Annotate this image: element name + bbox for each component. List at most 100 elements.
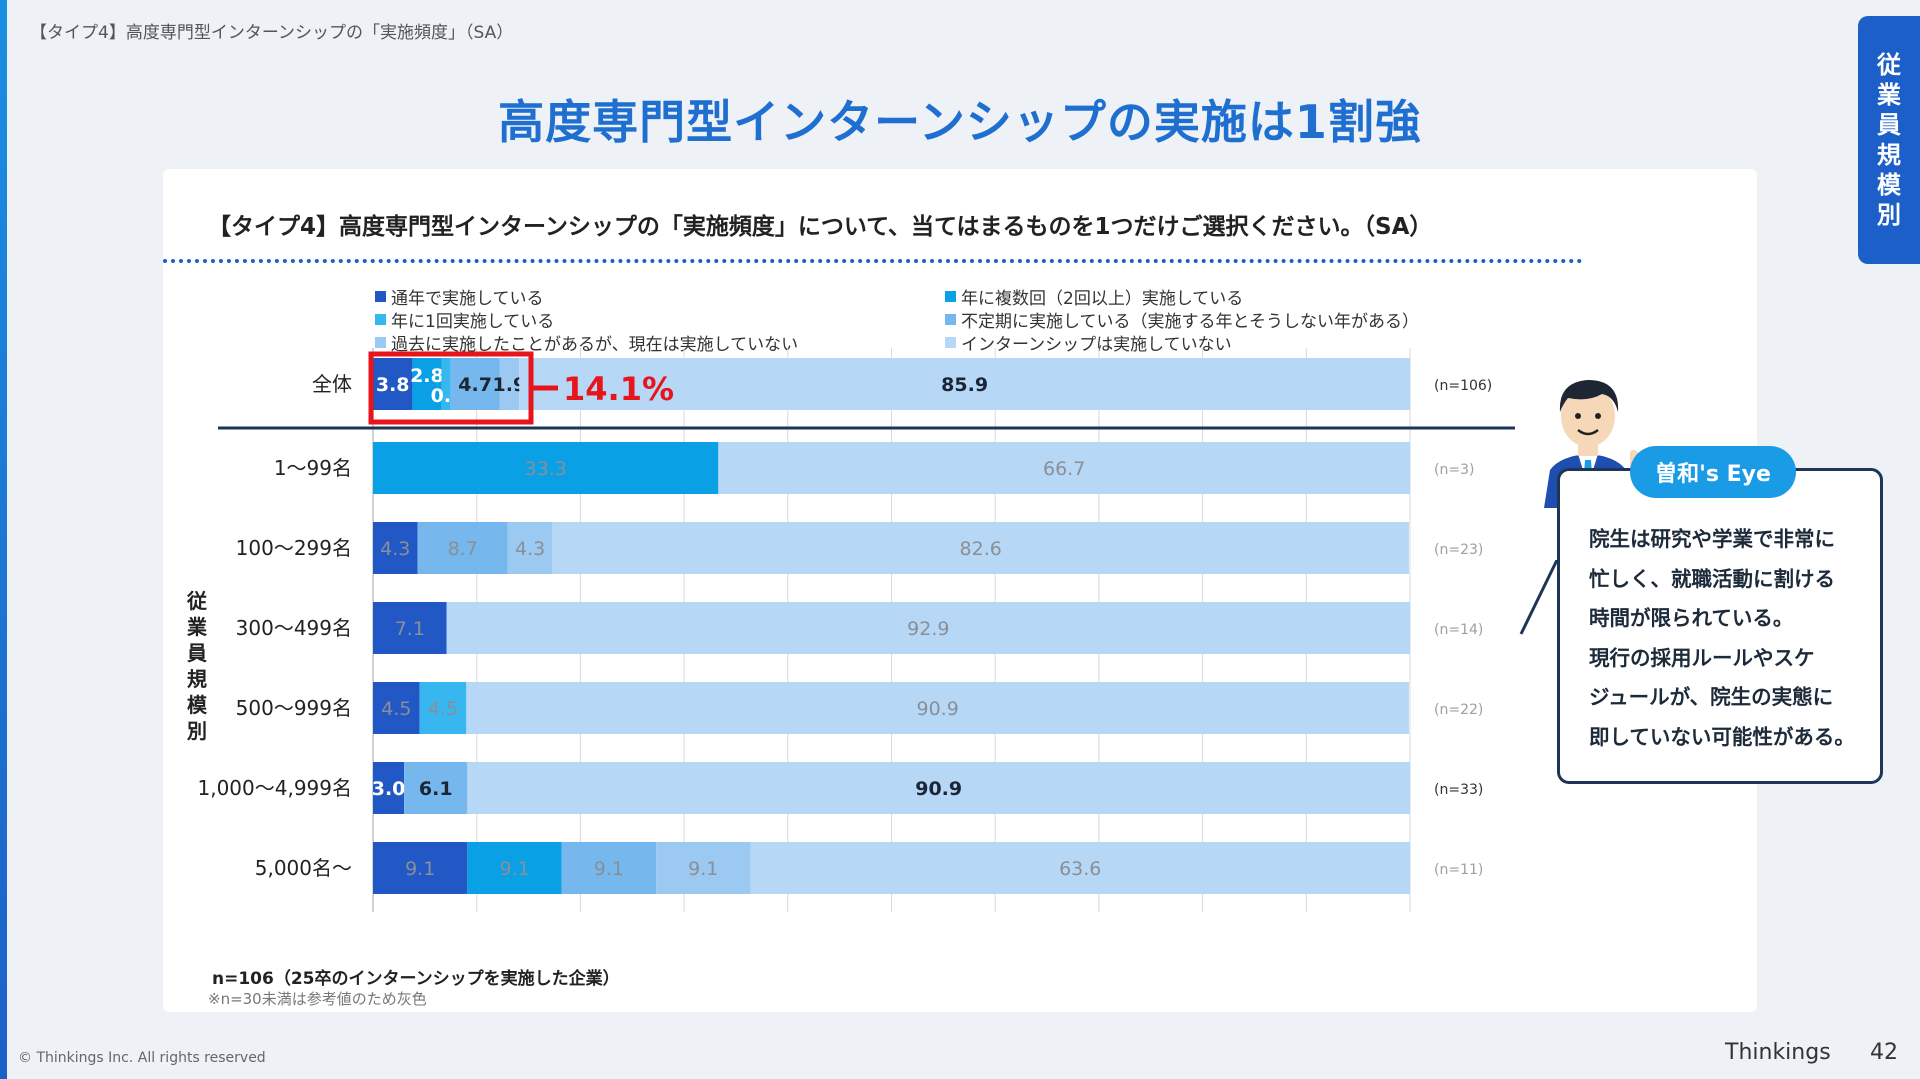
data-label: 2.8 — [410, 365, 444, 387]
category-label: 500～999名 — [236, 696, 352, 720]
data-label: 9.1 — [499, 858, 529, 880]
legend-swatch — [945, 337, 956, 348]
data-label: 7.1 — [395, 618, 425, 640]
bar-segment — [404, 762, 468, 814]
axis-group-label-char: 従 — [187, 589, 207, 613]
legend-label: 不定期に実施している（実施する年とそうしない年がある） — [961, 312, 1419, 332]
n-label: (n=22) — [1434, 702, 1483, 718]
bar-segment — [450, 358, 500, 410]
legend-swatch — [375, 314, 386, 325]
bar-segment — [718, 442, 1410, 494]
legend-label: 通年で実施している — [391, 289, 544, 309]
copyright: © Thinkings Inc. All rights reserved — [18, 1050, 266, 1066]
data-label: 4.5 — [428, 698, 458, 720]
callout-line: 現行の採用ルールやスケ — [1589, 645, 1815, 670]
bar-segment — [419, 682, 467, 734]
side-tab-char: 模 — [1877, 171, 1901, 199]
category-label: 5,000名～ — [255, 856, 352, 880]
category-label: 1～99名 — [274, 456, 352, 480]
gray-note: ※n=30未満は参考値のため灰色 — [208, 990, 427, 1008]
callout-text: 院生は研究や学業で非常に 忙しく、就職活動に割ける 時間が限られている。 現行の… — [1589, 520, 1889, 757]
n-label: (n=33) — [1434, 782, 1483, 798]
callout-line: 院生は研究や学業で非常に — [1589, 527, 1835, 551]
legend-item: 過去に実施したことがあるが、現在は実施していない — [375, 330, 798, 355]
page-title: 高度専門型インターンシップの実施は1割強 — [498, 95, 1422, 149]
legend-label: 年に1回実施している — [391, 312, 555, 332]
bar-segment — [373, 602, 447, 654]
bar-segment — [750, 842, 1410, 894]
callout-box — [1557, 468, 1883, 784]
data-label: 63.6 — [1059, 858, 1101, 880]
bar-segment — [552, 522, 1409, 574]
legend-swatch — [945, 314, 956, 325]
data-label: 33.3 — [525, 458, 567, 480]
n-label: (n=23) — [1434, 542, 1483, 558]
data-label: 8.7 — [448, 538, 478, 560]
legend-label: 過去に実施したことがあるが、現在は実施していない — [391, 335, 799, 355]
legend-swatch — [375, 337, 386, 348]
data-label: 82.6 — [960, 538, 1002, 560]
data-label: 90.9 — [915, 778, 962, 800]
bar-segment — [441, 358, 451, 410]
callout-line: ジュールが、院生の実態に — [1589, 685, 1834, 709]
data-label: 92.9 — [907, 618, 949, 640]
data-label: 4.3 — [380, 538, 410, 560]
axis-group-label-char: 規 — [187, 667, 207, 691]
legend-item: 年に複数回（2回以上）実施している — [945, 284, 1243, 309]
data-label: 1.9 — [493, 374, 527, 396]
left-accent-bar — [0, 0, 7, 1079]
data-label: 3.0 — [372, 778, 406, 800]
axis-group-label: 従 業 員 規 模 別 — [183, 588, 211, 744]
legend-item: インターンシップは実施していない — [945, 330, 1232, 355]
bar-segment — [373, 762, 405, 814]
data-label: 9.1 — [405, 858, 435, 880]
callout-tag: 曽和's Eye — [1630, 446, 1796, 498]
bar-segment — [656, 842, 751, 894]
bar-segment — [467, 762, 1410, 814]
side-tab-char: 業 — [1877, 81, 1901, 109]
bar-segment — [373, 682, 420, 734]
category-label: 100～299名 — [236, 536, 352, 560]
category-label: 1,000～4,999名 — [197, 776, 352, 800]
page-number: 42 — [1870, 1040, 1898, 1065]
side-tab-char: 規 — [1877, 141, 1901, 169]
bar-segment — [417, 522, 508, 574]
side-tab-char: 員 — [1877, 111, 1901, 139]
legend-swatch — [945, 291, 956, 302]
bar-segment — [467, 842, 562, 894]
data-label: 85.9 — [941, 374, 988, 396]
axis-group-label-char: 業 — [187, 615, 207, 639]
data-label: 9.1 — [594, 858, 624, 880]
sample-note: n=106（25卒のインターンシップを実施した企業） — [212, 969, 620, 989]
brand-name: Thinkings — [1725, 1040, 1831, 1065]
category-label: 全体 — [312, 372, 352, 396]
side-tab-char: 別 — [1877, 201, 1901, 229]
data-label: 90.9 — [916, 698, 958, 720]
callout-line: 忙しく、就職活動に割ける — [1589, 566, 1835, 591]
bar-segment — [373, 522, 418, 574]
data-label: 4.3 — [515, 538, 545, 560]
data-label: 66.7 — [1043, 458, 1085, 480]
bar-segment — [373, 442, 719, 494]
data-label: 4.5 — [381, 698, 411, 720]
axis-group-label-char: 員 — [187, 641, 207, 665]
n-label: (n=106) — [1434, 378, 1492, 394]
side-tab[interactable]: 従 業 員 規 模 別 — [1858, 16, 1920, 264]
breadcrumb: 【タイプ4】高度専門型インターンシップの「実施頻度」（SA） — [30, 23, 514, 43]
bar-segment — [373, 842, 468, 894]
bar-segment — [446, 602, 1410, 654]
legend-label: インターンシップは実施していない — [961, 335, 1232, 355]
bar-segment — [499, 358, 520, 410]
highlight-label: 14.1% — [563, 370, 674, 408]
legend-item: 年に1回実施している — [375, 307, 554, 332]
question-text: 【タイプ4】高度専門型インターンシップの「実施頻度」について、当てはまるものを1… — [208, 214, 1433, 240]
n-label: (n=11) — [1434, 862, 1483, 878]
data-label: 9.1 — [688, 858, 718, 880]
bar-segment — [373, 358, 413, 410]
n-label: (n=3) — [1434, 462, 1474, 478]
legend-label: 年に複数回（2回以上）実施している — [961, 289, 1244, 309]
data-label: 4.7 — [458, 374, 492, 396]
legend-swatch — [375, 291, 386, 302]
category-label: 300～499名 — [236, 616, 352, 640]
